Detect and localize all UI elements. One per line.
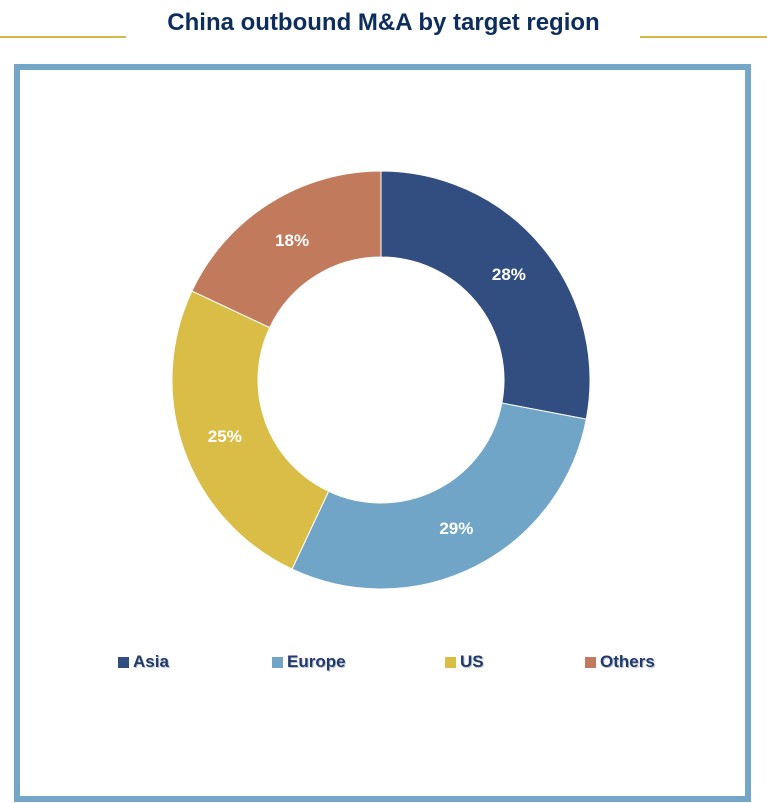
title-rule-right	[640, 36, 767, 38]
legend-swatch-asia	[118, 656, 129, 668]
legend-label-asia: Asia	[133, 652, 169, 671]
slice-us	[171, 290, 330, 570]
legend-label-us: US	[460, 652, 484, 671]
legend-swatch-others	[585, 656, 596, 668]
slice-label-europe: 29%	[439, 519, 473, 538]
title-rule-left	[0, 36, 126, 38]
slice-label-others: 18%	[275, 231, 309, 250]
legend-swatch-us	[445, 656, 456, 668]
legend-label-europe: Europe	[287, 652, 346, 671]
slice-label-us: 25%	[208, 427, 242, 446]
legend-item-us: US	[445, 652, 484, 672]
legend-swatch-europe	[272, 656, 283, 668]
slice-label-asia: 28%	[492, 265, 526, 284]
legend-label-others: Others	[600, 652, 655, 671]
legend-item-others: Others	[585, 652, 655, 672]
chart-legend: Asia Europe US Others	[0, 652, 767, 682]
slice-others	[191, 170, 382, 329]
chart-title: China outbound M&A by target region	[167, 9, 600, 36]
legend-item-europe: Europe	[272, 652, 346, 672]
slice-europe	[291, 402, 587, 590]
legend-item-asia: Asia	[118, 652, 169, 672]
slice-asia	[380, 170, 591, 420]
